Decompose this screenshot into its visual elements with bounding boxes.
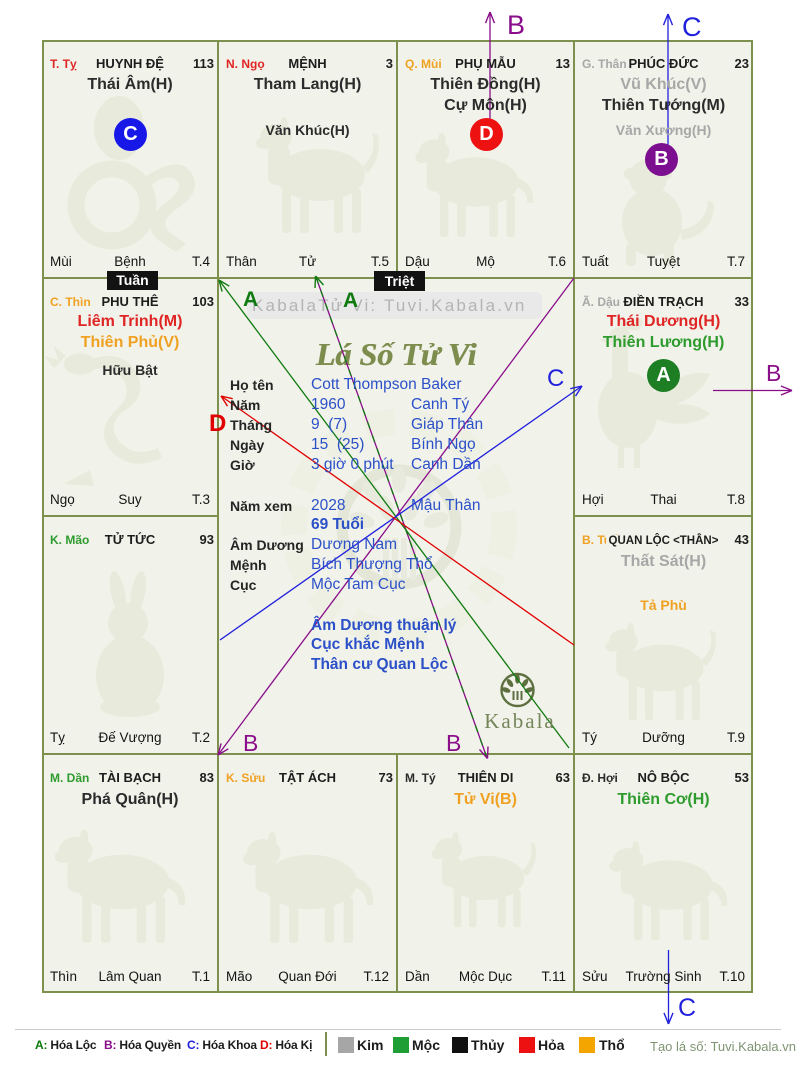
svg-text:B: B bbox=[446, 730, 461, 756]
svg-text:A: A bbox=[343, 289, 358, 312]
svg-text:C: C bbox=[682, 12, 702, 42]
svg-text:C: C bbox=[547, 365, 564, 392]
svg-text:C: C bbox=[678, 994, 696, 1022]
svg-text:D: D bbox=[209, 410, 226, 437]
svg-text:B: B bbox=[507, 10, 525, 40]
svg-text:B: B bbox=[766, 360, 781, 386]
svg-text:A: A bbox=[243, 288, 258, 311]
svg-text:B: B bbox=[243, 730, 258, 756]
